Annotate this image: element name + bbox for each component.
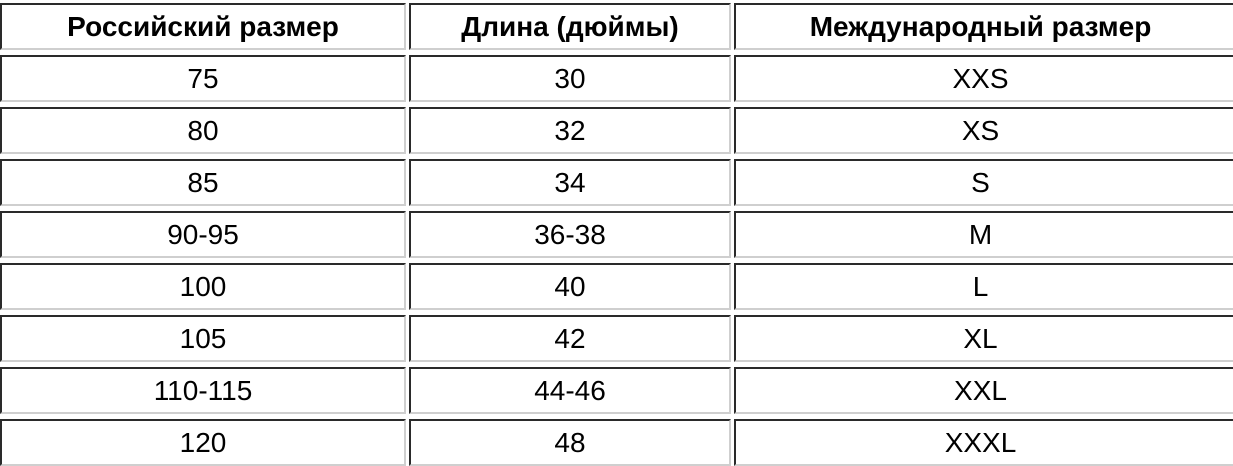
cell-value: 105 [179, 322, 227, 354]
table-row: 110-115 44-46 XXL [0, 367, 1233, 414]
cell-value: 90-95 [167, 218, 239, 250]
cell-value: M [968, 218, 993, 250]
cell-value: 120 [179, 426, 227, 458]
table-cell: 105 [0, 315, 406, 362]
table-cell: XL [734, 315, 1233, 362]
table-row: 105 42 XL [0, 315, 1233, 362]
cell-value: L [972, 270, 989, 302]
table-row: 100 40 L [0, 263, 1233, 310]
table-cell: M [734, 211, 1233, 258]
header-length-inches: Длина (дюймы) [409, 3, 731, 50]
table-row: 75 30 XXS [0, 55, 1233, 102]
header-international-size: Международный размер [734, 3, 1233, 50]
cell-value: 42 [554, 322, 586, 354]
table-row: 85 34 S [0, 159, 1233, 206]
cell-value: XXL [954, 374, 1007, 406]
cell-value: 32 [554, 114, 586, 146]
cell-value: XS [961, 114, 1000, 146]
table-cell: S [734, 159, 1233, 206]
table-cell: 85 [0, 159, 406, 206]
cell-value: 75 [187, 62, 219, 94]
header-label: Международный размер [809, 10, 1152, 42]
table-cell: 48 [409, 419, 731, 466]
table-cell: 90-95 [0, 211, 406, 258]
table-cell: 40 [409, 263, 731, 310]
table-cell: 42 [409, 315, 731, 362]
table-cell: 34 [409, 159, 731, 206]
header-russian-size: Российский размер [0, 3, 406, 50]
table-row: 90-95 36-38 M [0, 211, 1233, 258]
table-cell: 110-115 [0, 367, 406, 414]
cell-value: 34 [554, 166, 586, 198]
table-cell: XXXL [734, 419, 1233, 466]
table-cell: 30 [409, 55, 731, 102]
table-cell: 36-38 [409, 211, 731, 258]
table-cell: 75 [0, 55, 406, 102]
table-cell: 32 [409, 107, 731, 154]
header-label: Длина (дюймы) [461, 10, 679, 42]
table-row: 80 32 XS [0, 107, 1233, 154]
cell-value: 44-46 [534, 374, 606, 406]
cell-value: 100 [179, 270, 227, 302]
table-cell: L [734, 263, 1233, 310]
cell-value: S [971, 166, 990, 198]
cell-value: 48 [554, 426, 586, 458]
table-header-row: Российский размер Длина (дюймы) Междунар… [0, 3, 1233, 50]
cell-value: 36-38 [534, 218, 606, 250]
table-cell: 80 [0, 107, 406, 154]
table-cell: XS [734, 107, 1233, 154]
cell-value: XXXL [944, 426, 1017, 458]
cell-value: 30 [554, 62, 586, 94]
header-label: Российский размер [67, 10, 339, 42]
table-cell: 44-46 [409, 367, 731, 414]
cell-value: 40 [554, 270, 586, 302]
table-cell: 100 [0, 263, 406, 310]
cell-value: 110-115 [153, 374, 253, 406]
cell-value: XL [963, 322, 998, 354]
table-cell: XXL [734, 367, 1233, 414]
table-row: 120 48 XXXL [0, 419, 1233, 466]
table-cell: 120 [0, 419, 406, 466]
cell-value: 80 [187, 114, 219, 146]
cell-value: XXS [952, 62, 1009, 94]
table-cell: XXS [734, 55, 1233, 102]
cell-value: 85 [187, 166, 219, 198]
